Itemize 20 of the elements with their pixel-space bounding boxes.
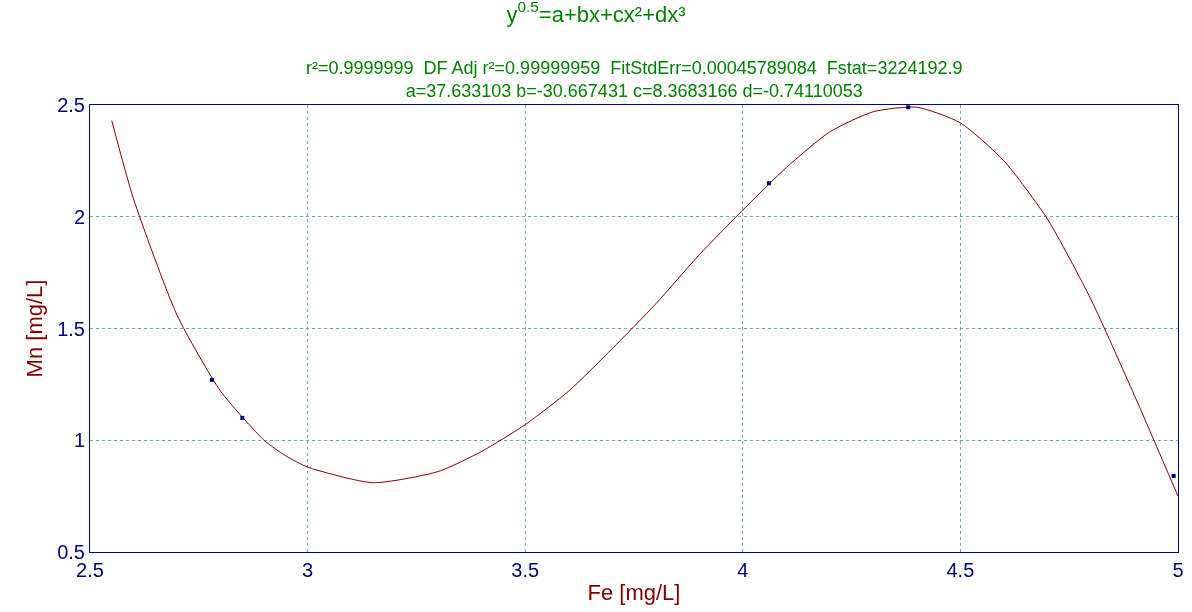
chart-title: y$^{0.5}$=a+bx+cx²+dx³ — [506, 0, 686, 27]
y-axis-title: Mn [mg/L] — [21, 279, 47, 378]
y-tick-label: 1 — [73, 429, 85, 452]
y-tick-label: 0.5 — [57, 541, 85, 563]
point — [209, 377, 214, 382]
y-tick-label: 1.5 — [57, 317, 85, 340]
x-tick-label: 3.5 — [511, 559, 540, 581]
point — [240, 415, 245, 420]
point — [1171, 474, 1176, 479]
x-tick-label: 4.5 — [946, 559, 975, 581]
x-tick-label: 3 — [302, 559, 314, 581]
x-axis-title: Fe [mg/L] — [587, 579, 681, 605]
point — [766, 181, 771, 186]
point — [906, 105, 911, 110]
x-tick-label: 5 — [1172, 559, 1184, 581]
x-tick-label: 4 — [737, 559, 749, 581]
chart-subtitle: r²=0.9999999 DF Adj r²=0.99999959 FitStdErr=0.00045789084 Fstat=3224192.9 a=37.633103 b=-30.667431 c=8.3683166 d=-0.74110053 — [306, 58, 963, 102]
line-series — [111, 106, 1178, 497]
y-tick-label: 2.5 — [57, 94, 85, 116]
y-tick-label: 2 — [73, 205, 85, 228]
